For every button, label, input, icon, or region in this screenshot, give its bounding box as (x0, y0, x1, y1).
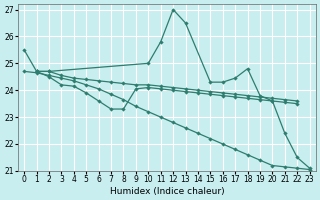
X-axis label: Humidex (Indice chaleur): Humidex (Indice chaleur) (109, 187, 224, 196)
